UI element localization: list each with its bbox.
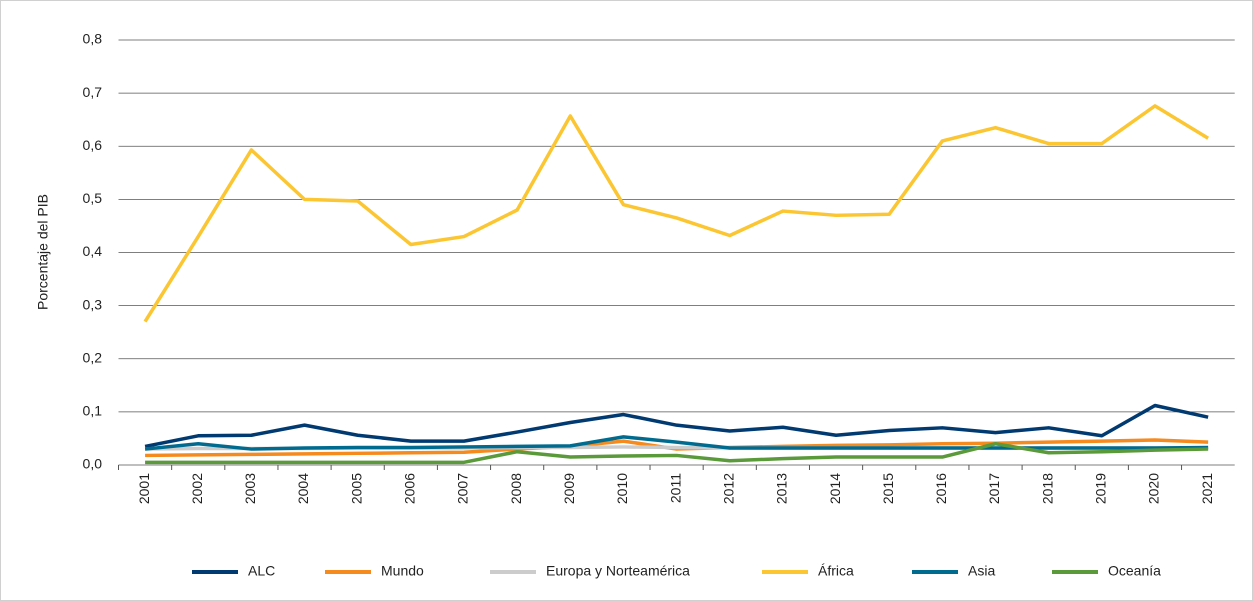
legend-label: África bbox=[818, 563, 854, 579]
y-tick-label: 0,5 bbox=[83, 190, 103, 206]
x-tick-label: 2012 bbox=[720, 473, 736, 504]
x-tick-label: 2002 bbox=[189, 473, 205, 504]
x-tick-label: 2017 bbox=[986, 473, 1002, 504]
x-tick-label: 2003 bbox=[242, 473, 258, 504]
x-tick-label: 2020 bbox=[1146, 473, 1162, 504]
x-tick-label: 2004 bbox=[295, 473, 311, 504]
x-tick-label: 2014 bbox=[827, 473, 843, 504]
series-line bbox=[145, 442, 1209, 465]
x-tick-label: 2019 bbox=[1093, 473, 1109, 504]
x-tick-label: 2013 bbox=[774, 473, 790, 504]
y-tick-label: 0,4 bbox=[83, 243, 103, 259]
legend-label: Europa y Norteamérica bbox=[546, 563, 690, 579]
y-tick-label: 0,1 bbox=[83, 403, 103, 419]
x-tick-label: 2018 bbox=[1039, 473, 1055, 504]
x-tick-label: 2008 bbox=[508, 473, 524, 504]
x-tick-label: 2006 bbox=[402, 473, 418, 504]
x-tick-label: 2005 bbox=[348, 473, 364, 504]
x-tick-label: 2021 bbox=[1199, 473, 1215, 504]
y-tick-label: 0,8 bbox=[83, 31, 103, 47]
legend-label: Asia bbox=[968, 563, 995, 579]
series-line bbox=[144, 403, 1209, 449]
y-tick-label: 0,3 bbox=[83, 296, 103, 312]
x-tick-label: 2009 bbox=[561, 473, 577, 504]
x-tick-label: 2001 bbox=[136, 473, 152, 504]
series-line bbox=[143, 104, 1210, 323]
y-axis-label: Porcentaje del PIB bbox=[35, 194, 51, 310]
y-tick-label: 0,0 bbox=[83, 456, 103, 472]
legend-label: Mundo bbox=[381, 563, 424, 579]
legend-label: ALC bbox=[248, 563, 275, 579]
x-tick-label: 2011 bbox=[667, 473, 683, 503]
x-tick-label: 2007 bbox=[455, 473, 471, 504]
legend-label: Oceanía bbox=[1108, 563, 1161, 579]
x-tick-label: 2015 bbox=[880, 473, 896, 504]
y-tick-label: 0,2 bbox=[83, 349, 103, 365]
x-tick-label: 2010 bbox=[614, 473, 630, 504]
y-tick-label: 0,6 bbox=[83, 137, 103, 153]
y-tick-label: 0,7 bbox=[83, 84, 103, 100]
x-tick-label: 2016 bbox=[933, 473, 949, 504]
